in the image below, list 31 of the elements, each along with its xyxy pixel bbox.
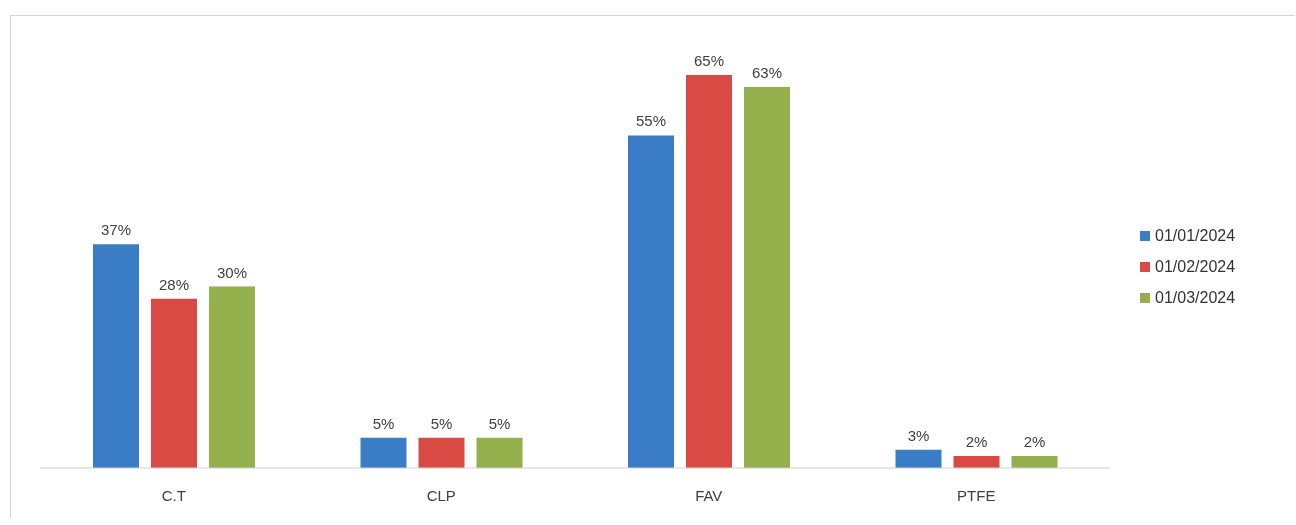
data-label: 5% bbox=[430, 414, 453, 432]
legend-label: 01/03/2024 bbox=[1155, 288, 1236, 307]
x-tick-label: CLP bbox=[426, 486, 456, 504]
data-label: 63% bbox=[751, 64, 783, 82]
data-label: 28% bbox=[158, 275, 190, 293]
bar bbox=[360, 437, 407, 468]
bar bbox=[418, 437, 465, 468]
bar bbox=[744, 87, 790, 468]
bar bbox=[628, 135, 674, 468]
data-label: 5% bbox=[372, 414, 395, 432]
data-label: 55% bbox=[635, 112, 667, 130]
bar bbox=[476, 437, 523, 468]
bar bbox=[151, 298, 197, 468]
data-label: 65% bbox=[693, 52, 725, 69]
bar bbox=[209, 286, 255, 468]
bar bbox=[953, 455, 1000, 468]
legend-label: 01/02/2024 bbox=[1155, 257, 1236, 276]
data-label: 2% bbox=[965, 432, 988, 450]
data-label: 30% bbox=[216, 263, 248, 281]
data-label: 37% bbox=[100, 221, 132, 239]
legend-label: 01/01/2024 bbox=[1155, 226, 1236, 245]
bar bbox=[895, 449, 942, 468]
x-tick-label: C.T bbox=[161, 486, 186, 504]
bar bbox=[686, 75, 732, 468]
data-label: 2% bbox=[1023, 432, 1046, 450]
x-tick-label: PTFE bbox=[957, 486, 996, 504]
x-tick-label: FAV bbox=[695, 486, 723, 504]
bar bbox=[93, 244, 139, 468]
bar bbox=[1011, 455, 1058, 468]
data-label: 3% bbox=[907, 426, 930, 444]
data-label: 5% bbox=[488, 414, 511, 432]
